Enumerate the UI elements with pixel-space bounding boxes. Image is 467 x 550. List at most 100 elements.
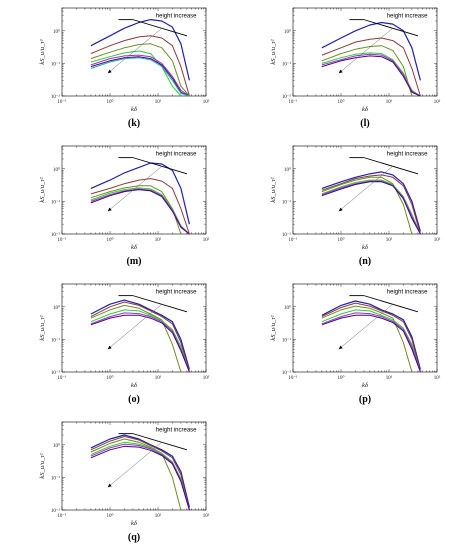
panel-m: 10⁻¹ 10⁰ 10¹ 10²10⁻²10⁻¹10⁰kδkS_u/u_τ²(m)he… [39,145,210,267]
arrow-line [107,304,162,350]
arrow-head-icon [107,207,112,212]
y-tick-label: 10⁻² [282,370,292,376]
x-tick-label: 10¹ [386,99,393,105]
x-axis-label: kδ [362,106,369,113]
series-line-1 [321,300,421,370]
series-line-2 [321,174,421,235]
series-group [90,162,190,235]
series-group [90,434,190,511]
axes-frame [292,7,438,97]
y-tick-label: 10⁻¹ [282,61,292,67]
annotation-height-increase: height increase [387,13,428,19]
series-line-3 [321,45,413,97]
arrow-line [107,166,162,212]
series-group [321,21,421,97]
panel-label: (n) [359,256,371,267]
series-line-5 [321,312,421,373]
series-line-4 [90,309,190,373]
series-line-5 [90,54,190,97]
panel-label: (m) [127,256,142,267]
y-axis-label: kS_u/u_τ² [270,176,277,202]
x-tick-label: 10¹ [155,513,162,519]
series-line-3 [321,305,413,373]
x-tick-label: 10² [203,99,210,105]
reference-line [132,295,188,313]
arrow-line [338,28,393,74]
series-line-6 [90,189,190,235]
axes-frame [292,283,438,373]
axes-frame [61,421,207,511]
arrow-head-icon [338,69,343,74]
x-tick-label: 10² [203,237,210,243]
series-group [321,300,421,373]
series-group [90,299,190,373]
annotation-height-increase: height increase [387,289,428,295]
axes-frame [292,145,438,235]
arrow-line [338,304,393,350]
panel-label: (k) [128,118,140,129]
y-tick-label: 10⁻² [282,94,292,100]
x-axis-label: kδ [131,382,138,389]
series-line-2 [90,436,190,511]
panel-label: (l) [360,118,369,129]
x-tick-label: 10⁻¹ [57,513,67,519]
y-axis-label: kS_u/u_τ² [39,38,46,64]
y-tick-label: 10⁰ [284,29,291,35]
panel-p: 10⁻¹ 10⁰ 10¹ 10²10⁻²10⁻¹10⁰kδkS_u/u_τ²(p)he… [270,283,441,405]
x-tick-label: 10¹ [155,99,162,105]
x-axis-label: kδ [131,244,138,251]
y-tick-label: 10⁻¹ [51,475,61,481]
x-axis-label: kδ [362,244,369,251]
y-tick-label: 10⁻² [51,370,61,376]
series-line-1 [90,299,190,370]
series-line-2 [321,302,421,373]
series-line-6 [321,314,421,373]
x-tick-label: 10¹ [155,375,162,381]
reference-line [132,19,188,37]
annotation-height-increase: height increase [156,289,197,295]
arrow-line [107,442,162,488]
x-tick-label: 10⁻¹ [57,237,67,243]
arrow-head-icon [338,345,343,350]
y-axis-label: kS_u/u_τ² [270,314,277,340]
x-tick-label: 10² [203,375,210,381]
series-line-2 [90,301,190,373]
x-tick-label: 10⁰ [106,375,113,381]
x-tick-label: 10⁻¹ [288,375,298,381]
axes-frame [61,145,207,235]
series-group [321,171,421,235]
y-axis-label: kS_u/u_τ² [270,38,277,64]
panel-l: 10⁻¹ 10⁰ 10¹ 10²10⁻²10⁻¹10⁰kδkS_u/u_τ²(l)he… [270,7,441,129]
x-tick-label: 10⁻¹ [288,99,298,105]
panel-label: (o) [128,394,140,405]
series-line-1 [90,19,190,81]
reference-line [363,295,419,313]
y-tick-label: 10⁰ [53,305,60,311]
y-tick-label: 10⁰ [284,167,291,173]
series-line-1 [321,21,421,81]
arrow-head-icon [107,483,112,488]
series-line-4 [321,309,421,373]
y-tick-label: 10⁰ [53,443,60,449]
series-group [90,19,190,97]
series-line-3 [90,304,182,373]
x-tick-label: 10² [434,99,441,105]
panel-n: 10⁻¹ 10⁰ 10¹ 10²10⁻²10⁻¹10⁰kδkS_u/u_τ²(n)he… [270,145,441,267]
y-axis-label: kS_u/u_τ² [39,452,46,478]
arrow-head-icon [107,345,112,350]
panel-k: 10⁻¹ 10⁰ 10¹ 10²10⁻²10⁻¹10⁰kδkS_u/u_τ²(k)he… [39,7,210,129]
y-tick-label: 10⁻² [51,508,61,514]
y-tick-label: 10⁻² [51,94,61,100]
reference-line [132,433,188,451]
series-line-5 [321,180,421,235]
axes-frame [61,7,207,97]
y-axis-label: kS_u/u_τ² [39,314,46,340]
x-tick-label: 10² [203,513,210,519]
axes-frame [61,283,207,373]
y-tick-label: 10⁻¹ [282,199,292,205]
series-line-6 [321,55,421,97]
annotation-height-increase: height increase [156,13,197,19]
panel-label: (p) [359,394,371,405]
arrow-line [338,166,393,212]
y-tick-label: 10⁻¹ [51,61,61,67]
